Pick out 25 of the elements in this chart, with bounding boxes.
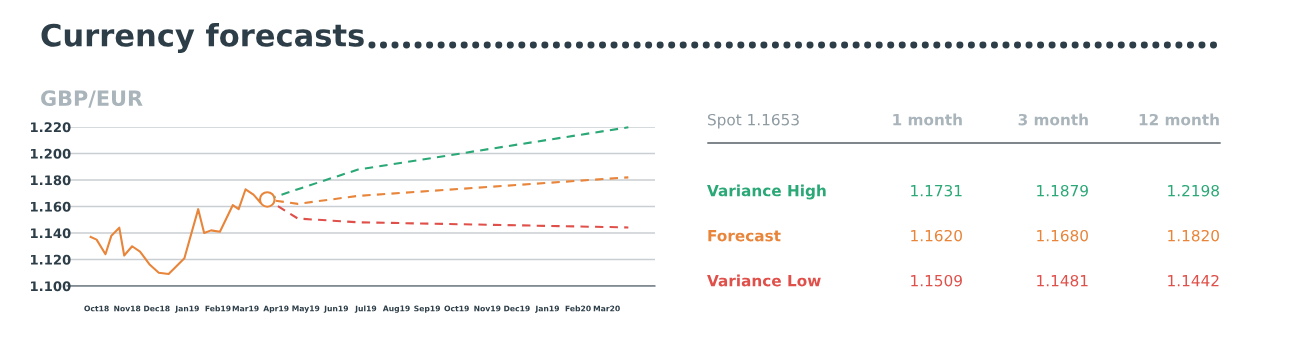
chart-title: Currency forecasts xyxy=(41,23,364,53)
text: 12 month xyxy=(1139,113,1219,126)
y-tick-label: 1.100 xyxy=(30,281,71,292)
text: 1.1820 xyxy=(1168,229,1219,242)
text: Forecast xyxy=(708,230,781,242)
text: 1.2198 xyxy=(1168,184,1219,197)
y-tick-label: 1.140 xyxy=(30,228,71,239)
y-tick-label: 1.200 xyxy=(30,148,71,159)
text: Variance Low xyxy=(707,274,821,287)
text: 1.1620 xyxy=(911,229,962,242)
text: Variance High xyxy=(707,184,826,200)
text: 1.1442 xyxy=(1168,274,1219,287)
text: 1.1509 xyxy=(911,274,962,287)
y-tick-label: 1.160 xyxy=(30,201,71,212)
text: 1.1680 xyxy=(1037,229,1088,242)
y-tick-label: 1.120 xyxy=(30,254,71,265)
text: 1 month xyxy=(893,113,962,126)
text: Spot 1.1653 xyxy=(708,113,799,129)
text: 1.1879 xyxy=(1037,184,1088,197)
y-tick-label: 1.220 xyxy=(30,122,71,133)
text: 3 month xyxy=(1018,113,1088,126)
text: 1.1731 xyxy=(911,184,962,197)
chart-subtitle: GBP/EUR xyxy=(41,90,143,108)
y-tick-label: 1.180 xyxy=(30,175,71,186)
text: 1.1481 xyxy=(1037,274,1088,287)
